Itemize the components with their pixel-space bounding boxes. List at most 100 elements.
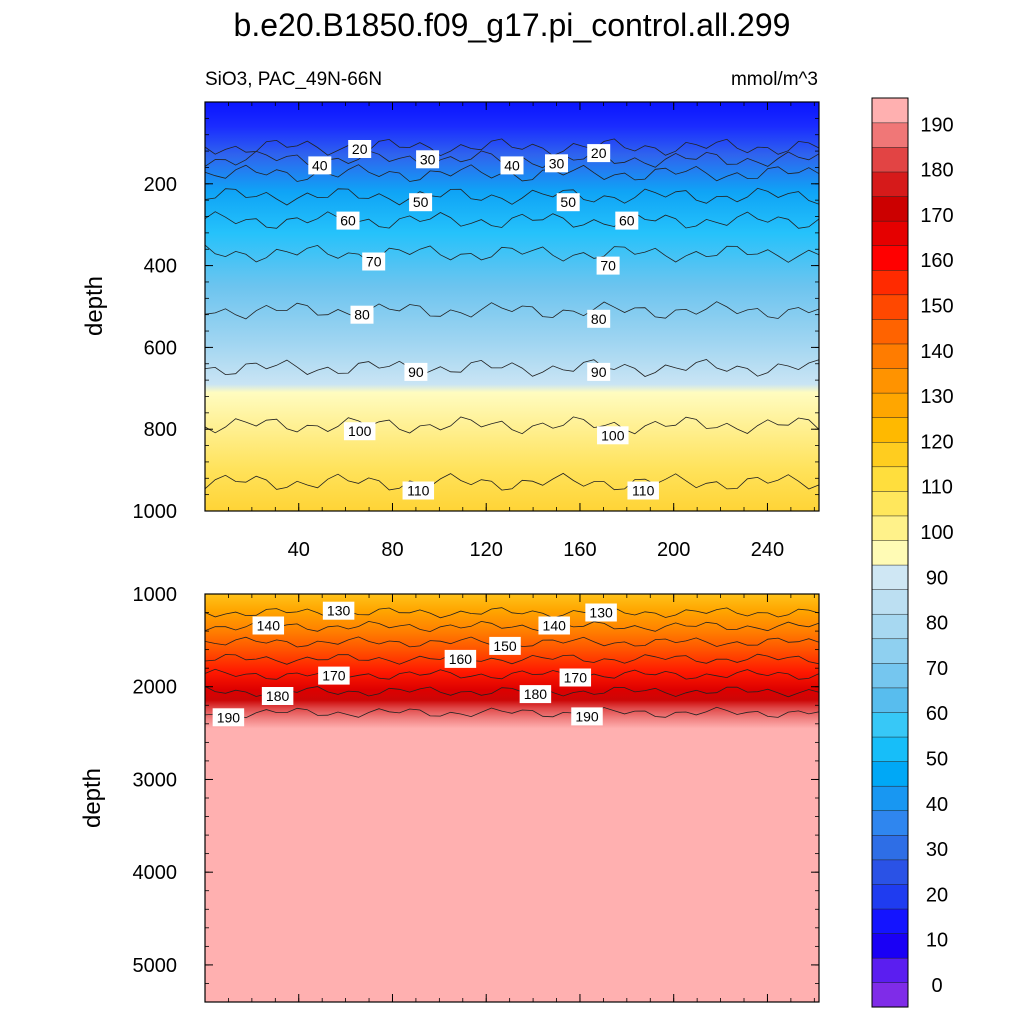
contour-label: 80 — [350, 305, 374, 324]
colorbar-label: 100 — [920, 522, 953, 544]
y-tick-label: 2000 — [133, 677, 178, 699]
svg-text:30: 30 — [549, 155, 565, 171]
contour-line-70 — [204, 244, 820, 263]
contour-label: 170 — [559, 668, 592, 687]
colorbar-swatch — [871, 367, 909, 394]
upper-contour-labels: 20 30 40 40 30 20 50 50 60 60 70 70 80 80 90 90 100 100 11… — [308, 140, 659, 500]
contour-line-50 — [204, 187, 820, 206]
svg-text:90: 90 — [408, 364, 424, 380]
colorbar: 0 10 20 30 40 50 60 70 80 90 100 110 120 130 140 150 160… — [871, 97, 954, 1008]
colorbar-label: 20 — [926, 884, 948, 906]
colorbar-label: 30 — [926, 839, 948, 861]
contour-label: 190 — [212, 708, 245, 727]
svg-text:80: 80 — [591, 311, 607, 327]
colorbar-label: 90 — [926, 567, 948, 589]
svg-text:100: 100 — [601, 427, 625, 443]
svg-text:30: 30 — [420, 151, 436, 167]
y-tick-label: 1000 — [133, 501, 178, 523]
y-tick-label: 4000 — [133, 862, 178, 884]
contour-label: 60 — [615, 211, 639, 230]
colorbar-label: 190 — [920, 114, 953, 136]
y-tick-label: 1000 — [133, 584, 178, 606]
lower-panel: 130 140 160 150 140 130 170 180 190 180 170 190 100… — [79, 584, 820, 1003]
contour-line-160 — [204, 653, 820, 665]
colorbar-swatch — [871, 711, 909, 738]
colorbar-swatch — [871, 220, 909, 246]
x-tick-label: 160 — [563, 539, 596, 561]
colorbar-label: 10 — [926, 930, 948, 952]
colorbar-swatch — [871, 417, 909, 443]
contour-label: 30 — [416, 150, 440, 169]
colorbar-swatch — [871, 883, 909, 910]
contour-line-90 — [204, 359, 820, 377]
contour-line-20 — [204, 138, 820, 157]
colorbar-swatch — [871, 834, 909, 861]
contour-label: 160 — [444, 649, 477, 668]
contour-label: 60 — [336, 211, 360, 230]
colorbar-swatch — [871, 490, 909, 517]
colorbar-label: 150 — [920, 296, 953, 318]
contour-line-80 — [204, 301, 820, 320]
upper-panel-frame — [204, 101, 820, 512]
svg-text:50: 50 — [560, 194, 576, 210]
svg-text:170: 170 — [322, 668, 346, 684]
svg-text:60: 60 — [340, 213, 356, 229]
colorbar-swatch — [871, 564, 909, 590]
contour-label: 110 — [402, 481, 435, 500]
chart-units: mmol/m^3 — [731, 69, 818, 90]
colorbar-swatch — [871, 613, 909, 640]
svg-text:110: 110 — [407, 483, 430, 499]
contour-label: 170 — [318, 666, 350, 685]
colorbar-label: 50 — [926, 749, 948, 771]
colorbar-label: 160 — [920, 250, 953, 272]
colorbar-swatch — [871, 589, 909, 615]
colorbar-swatch — [871, 515, 909, 541]
svg-text:90: 90 — [591, 364, 607, 380]
colorbar-label: 110 — [921, 477, 953, 499]
contour-line-60 — [204, 211, 820, 229]
colorbar-swatch — [871, 761, 909, 787]
svg-text:20: 20 — [591, 145, 607, 161]
y-tick-label: 200 — [144, 174, 177, 196]
svg-text:150: 150 — [493, 638, 517, 654]
contour-label: 100 — [343, 422, 376, 441]
y-tick-label: 3000 — [133, 769, 178, 791]
colorbar-swatch — [871, 245, 909, 271]
colorbar-label: 0 — [931, 975, 942, 997]
svg-text:190: 190 — [217, 709, 241, 725]
contour-line-190 — [204, 706, 820, 719]
svg-text:130: 130 — [327, 603, 351, 619]
contour-label: 50 — [409, 193, 433, 212]
lower-panel-fill — [205, 594, 819, 1002]
contour-label: 70 — [596, 256, 620, 275]
colorbar-swatch — [871, 466, 909, 492]
contour-label: 140 — [252, 616, 285, 635]
svg-text:170: 170 — [564, 670, 588, 686]
upper-y-axis-label: depth — [81, 276, 108, 336]
upper-panel: 20 30 40 40 30 20 50 50 60 60 70 70 80 80 90 90 100 100 11… — [81, 101, 820, 561]
contour-line-140 — [204, 620, 820, 633]
colorbar-swatch — [871, 122, 909, 148]
svg-text:100: 100 — [348, 423, 372, 439]
lower-y-axis-label: depth — [79, 768, 106, 828]
colorbar-swatch — [871, 269, 909, 296]
svg-text:80: 80 — [354, 307, 370, 323]
contour-label: 30 — [545, 154, 568, 173]
colorbar-swatch — [871, 294, 909, 320]
contour-label: 90 — [587, 362, 611, 381]
contour-label: 80 — [587, 309, 611, 328]
colorbar-swatch — [871, 392, 909, 418]
svg-text:140: 140 — [543, 618, 567, 634]
x-tick-label: 40 — [288, 539, 310, 561]
svg-text:130: 130 — [589, 605, 613, 621]
contour-label: 40 — [308, 156, 332, 175]
colorbar-label: 180 — [920, 160, 953, 182]
contour-line-110 — [204, 472, 820, 491]
colorbar-swatch — [871, 933, 909, 959]
contour-label: 110 — [627, 481, 659, 500]
y-tick-label: 400 — [144, 256, 177, 278]
colorbar-swatch — [871, 982, 909, 1008]
colorbar-label: 60 — [926, 703, 948, 725]
colorbar-swatch — [871, 441, 909, 468]
